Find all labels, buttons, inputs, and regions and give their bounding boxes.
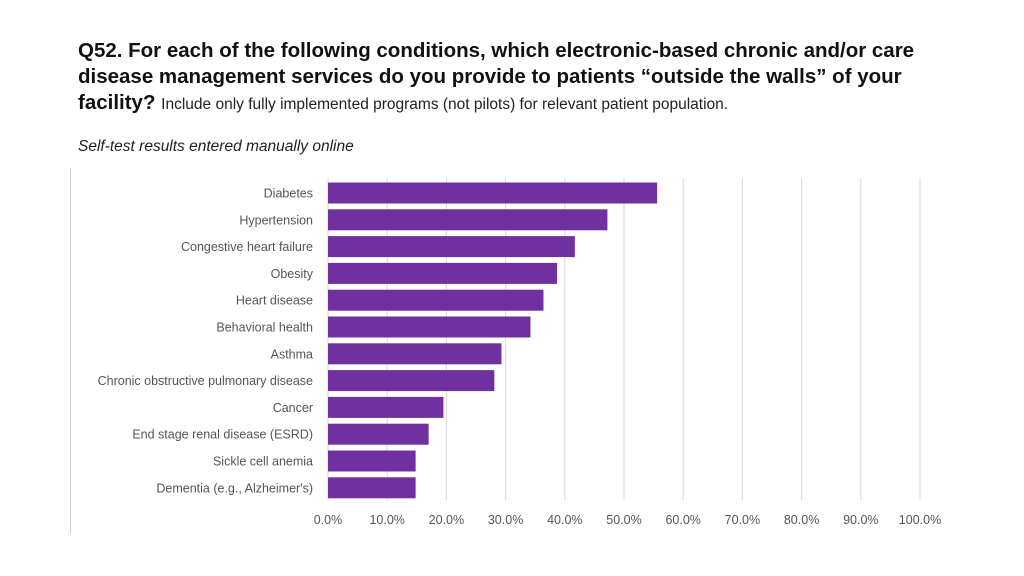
bar	[328, 289, 544, 311]
category-label: Dementia (e.g., Alzheimer's)	[156, 481, 313, 495]
category-label: Hypertension	[239, 213, 313, 227]
category-label: Heart disease	[236, 294, 313, 308]
chart-title: Q52. For each of the following condition…	[78, 38, 958, 118]
x-tick-label: 0.0%	[314, 513, 343, 527]
bar	[328, 236, 575, 258]
category-label: Congestive heart failure	[181, 240, 313, 254]
category-label: Diabetes	[264, 187, 313, 201]
category-label: End stage renal disease (ESRD)	[132, 428, 313, 442]
category-label: Cancer	[273, 401, 313, 415]
x-tick-label: 90.0%	[843, 513, 878, 527]
x-tick-label: 60.0%	[665, 513, 700, 527]
x-tick-label: 70.0%	[725, 513, 760, 527]
x-tick-label: 30.0%	[488, 513, 523, 527]
category-label: Behavioral health	[216, 321, 313, 335]
left-divider	[70, 168, 71, 534]
category-label: Obesity	[271, 267, 314, 281]
bar	[328, 316, 531, 338]
bar	[328, 343, 502, 365]
bar	[328, 209, 608, 231]
bar	[328, 396, 444, 418]
title-main: Q52. For each of the following condition…	[78, 39, 915, 114]
category-label: Asthma	[271, 347, 313, 361]
title-sub: Include only fully implemented programs …	[161, 96, 729, 113]
x-tick-label: 20.0%	[429, 513, 464, 527]
category-label: Sickle cell anemia	[213, 455, 313, 469]
bar	[328, 423, 429, 445]
x-tick-label: 100.0%	[899, 513, 941, 527]
bar	[328, 370, 495, 392]
chart-subtitle: Self-test results entered manually onlin…	[78, 138, 354, 155]
x-tick-label: 50.0%	[606, 513, 641, 527]
category-label: Chronic obstructive pulmonary disease	[98, 374, 313, 388]
bar	[328, 262, 558, 284]
bar	[328, 477, 416, 499]
bar	[328, 450, 416, 472]
bar	[328, 182, 658, 204]
x-tick-label: 40.0%	[547, 513, 582, 527]
x-tick-label: 80.0%	[784, 513, 819, 527]
x-tick-label: 10.0%	[369, 513, 404, 527]
